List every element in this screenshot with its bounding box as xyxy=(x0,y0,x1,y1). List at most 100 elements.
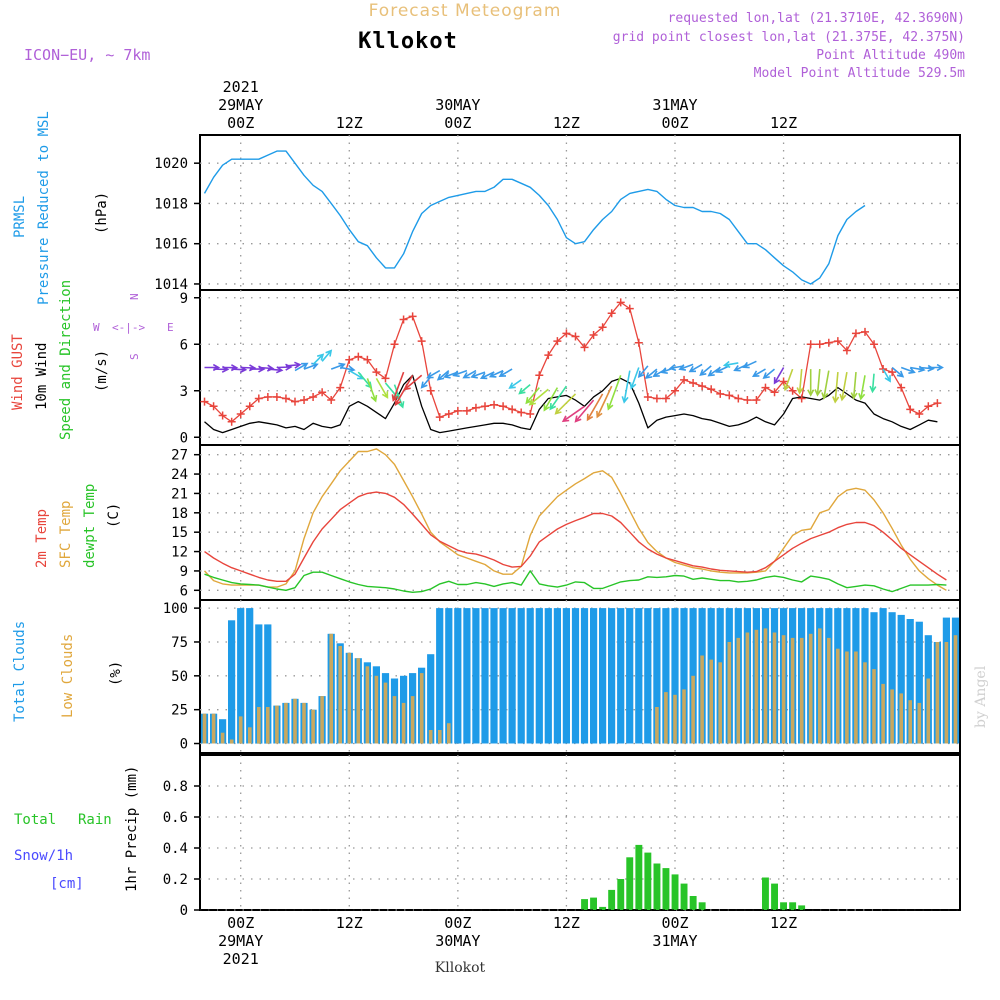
wind-direction-arrow xyxy=(891,366,905,378)
y-tick-label: 0 xyxy=(180,903,188,919)
low-cloud-bar xyxy=(284,702,288,744)
low-cloud-bar xyxy=(428,730,433,744)
gust-marker xyxy=(544,351,553,360)
gust-marker xyxy=(390,340,399,349)
gust-marker xyxy=(408,312,417,321)
y-tick-label: 50 xyxy=(171,669,188,685)
low-cloud-bar xyxy=(302,702,306,744)
cloud-bars xyxy=(200,608,960,744)
grid-coords: grid point closest lon,lat (21.375E, 42.… xyxy=(613,30,965,45)
wind-direction-arrow xyxy=(751,368,766,377)
gust-marker xyxy=(254,394,263,403)
y-tick-label: 100 xyxy=(163,601,188,617)
location-title: Kllokot xyxy=(358,29,458,54)
gust-marker xyxy=(671,386,679,395)
total-cloud-bar xyxy=(571,608,580,744)
gust-marker xyxy=(291,397,299,406)
wind-direction-arrow xyxy=(783,368,794,392)
low-cloud-bar xyxy=(329,633,333,744)
low-cloud-bar xyxy=(257,707,261,744)
gust-marker xyxy=(607,309,616,318)
y-tick-label: 0.8 xyxy=(163,779,188,795)
gust-marker xyxy=(263,392,272,401)
gust-marker xyxy=(481,402,489,411)
bottom-time-label: 31MAY xyxy=(652,932,697,950)
y-tick-label: 3 xyxy=(180,384,188,400)
rain-bar xyxy=(671,874,679,910)
gust-marker xyxy=(517,408,526,417)
rain-bar xyxy=(798,905,806,910)
gust-marker xyxy=(661,394,670,403)
precip-panel xyxy=(199,754,961,911)
wind-direction-arrow xyxy=(479,371,495,380)
wind-direction-arrow xyxy=(321,349,333,362)
wind-direction-arrow xyxy=(525,387,540,405)
wind-direction-arrow xyxy=(621,370,631,404)
rain-bar xyxy=(680,883,688,910)
top-time-label: 00Z xyxy=(661,114,688,132)
low-cloud-bar xyxy=(211,713,216,744)
gust-marker xyxy=(643,392,652,401)
gust-marker xyxy=(806,340,815,349)
total-cloud-bar xyxy=(472,608,480,744)
wind-direction-arrow xyxy=(637,365,649,378)
total-cloud-bar xyxy=(427,654,435,744)
wind-direction-arrow xyxy=(882,368,891,383)
y-tick-label: 0 xyxy=(180,430,188,446)
top-time-label: 31MAY xyxy=(652,96,697,114)
total-cloud-bar xyxy=(499,608,507,744)
wind-direction-arrow xyxy=(839,371,848,402)
low-cloud-bar xyxy=(356,658,361,744)
gust-marker xyxy=(571,332,580,341)
gust-marker xyxy=(652,394,661,403)
wind-direction-arrow xyxy=(858,375,866,401)
snow-label: Snow/1h xyxy=(14,848,73,864)
y-tick-label: 9 xyxy=(180,564,188,580)
rain-bar xyxy=(635,844,643,910)
low-cloud-bar xyxy=(673,694,677,744)
total-cloud-bar xyxy=(626,608,634,744)
total-cloud-bar xyxy=(879,608,887,744)
y-tick-labels: 1014 1016 1018 1020 0 3 6 9 6 9 12 15 18 21 24 27 0 25 50 7… xyxy=(154,156,188,919)
model-label: ICON−EU, ∼ 7km xyxy=(24,46,150,64)
low-cloud-bar xyxy=(917,702,922,744)
compass-west: W xyxy=(93,321,100,334)
wind-direction-arrow xyxy=(366,378,378,403)
low-cloud-bar xyxy=(401,702,406,744)
rain-bar xyxy=(590,897,597,910)
gust-marker xyxy=(535,371,544,380)
gust-marker xyxy=(354,352,363,361)
gust-marker xyxy=(924,402,933,411)
gust-marker xyxy=(761,383,770,392)
low-cloud-bar xyxy=(890,689,894,744)
gust-marker xyxy=(363,355,372,364)
rain-bar xyxy=(789,902,797,911)
pressure-label: Pressure Reduced to MSL xyxy=(36,111,52,305)
wind-direction-arrow xyxy=(391,371,405,402)
wind-series xyxy=(200,298,944,434)
rain-bar xyxy=(626,857,634,910)
low-cloud-bar xyxy=(763,628,768,744)
rain-bar xyxy=(599,906,607,910)
rain-bar xyxy=(581,899,588,910)
gust-marker xyxy=(499,402,508,411)
low-cloud-bar xyxy=(320,696,324,744)
top-time-label: 00Z xyxy=(444,114,471,132)
gust-marker xyxy=(752,396,761,405)
low-cloud-bar xyxy=(754,629,759,744)
panel-frames xyxy=(199,134,961,911)
wind-direction-arrow xyxy=(629,367,640,390)
wind-unit: (m/s) xyxy=(94,350,110,392)
temp-panel xyxy=(199,444,961,601)
gust-marker xyxy=(716,389,725,398)
gust-marker xyxy=(281,394,290,403)
gust-marker xyxy=(209,402,218,411)
gust-marker xyxy=(680,375,689,384)
total-cloud-bar xyxy=(526,608,534,744)
rain-bar xyxy=(662,868,670,910)
wind-direction-arrow xyxy=(742,360,757,369)
total-cloud-bar xyxy=(562,608,570,744)
gust-marker xyxy=(589,330,598,339)
